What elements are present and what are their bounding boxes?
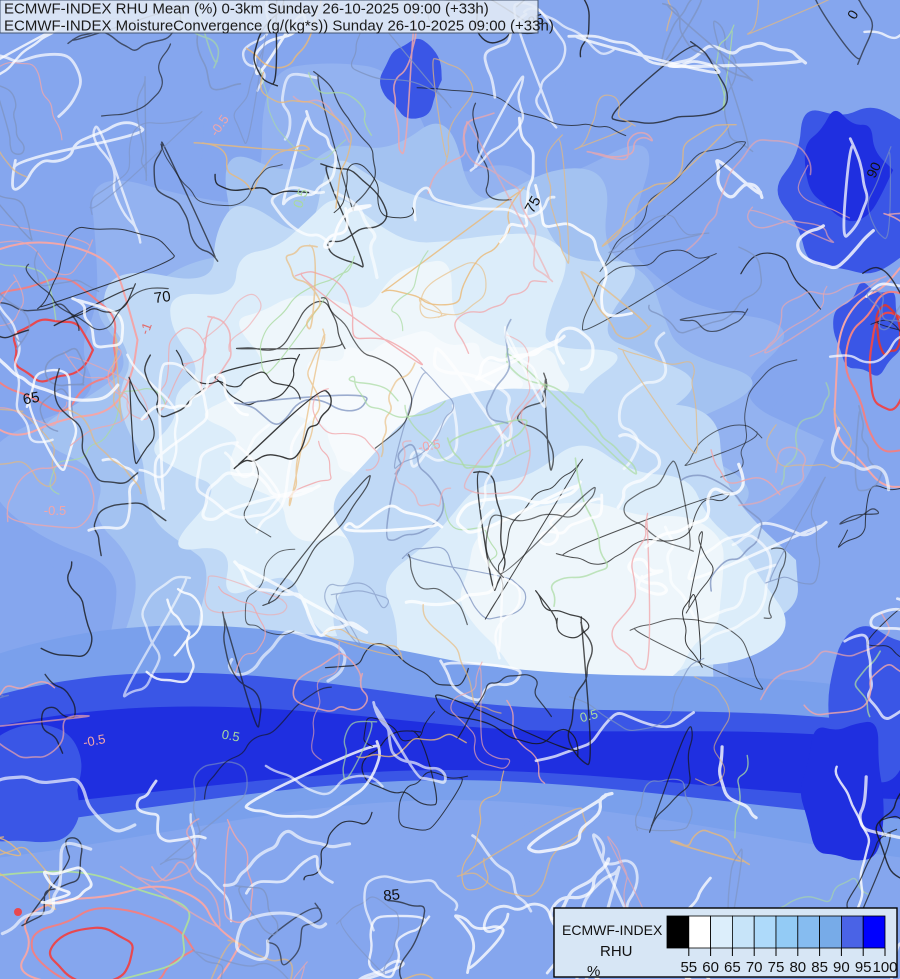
svg-text:-0.5: -0.5 (44, 503, 66, 518)
svg-text:0.5: 0.5 (221, 727, 241, 745)
svg-text:95: 95 (855, 959, 872, 976)
svg-text:70: 70 (746, 959, 763, 976)
svg-text:75: 75 (768, 959, 785, 976)
svg-text:70: 70 (153, 288, 172, 307)
svg-text:85: 85 (383, 886, 401, 904)
svg-text:85: 85 (811, 959, 828, 976)
svg-text:65: 65 (22, 389, 41, 409)
svg-text:80: 80 (789, 959, 806, 976)
svg-text:%: % (587, 963, 600, 979)
svg-text:ECMWF-INDEX RHU Mean (%) 0-3km: ECMWF-INDEX RHU Mean (%) 0-3km Sunday 26… (4, 1, 489, 18)
svg-text:90: 90 (833, 959, 850, 976)
svg-text:ECMWF-INDEX MoistureConvergenc: ECMWF-INDEX MoistureConvergence (g/(kg*s… (4, 18, 554, 35)
svg-text:100: 100 (872, 959, 897, 976)
svg-text:RHU: RHU (600, 943, 633, 960)
svg-text:60: 60 (702, 959, 719, 976)
svg-text:55: 55 (680, 959, 697, 976)
svg-text:65: 65 (724, 959, 741, 976)
svg-text:ECMWF-INDEX: ECMWF-INDEX (562, 922, 663, 938)
